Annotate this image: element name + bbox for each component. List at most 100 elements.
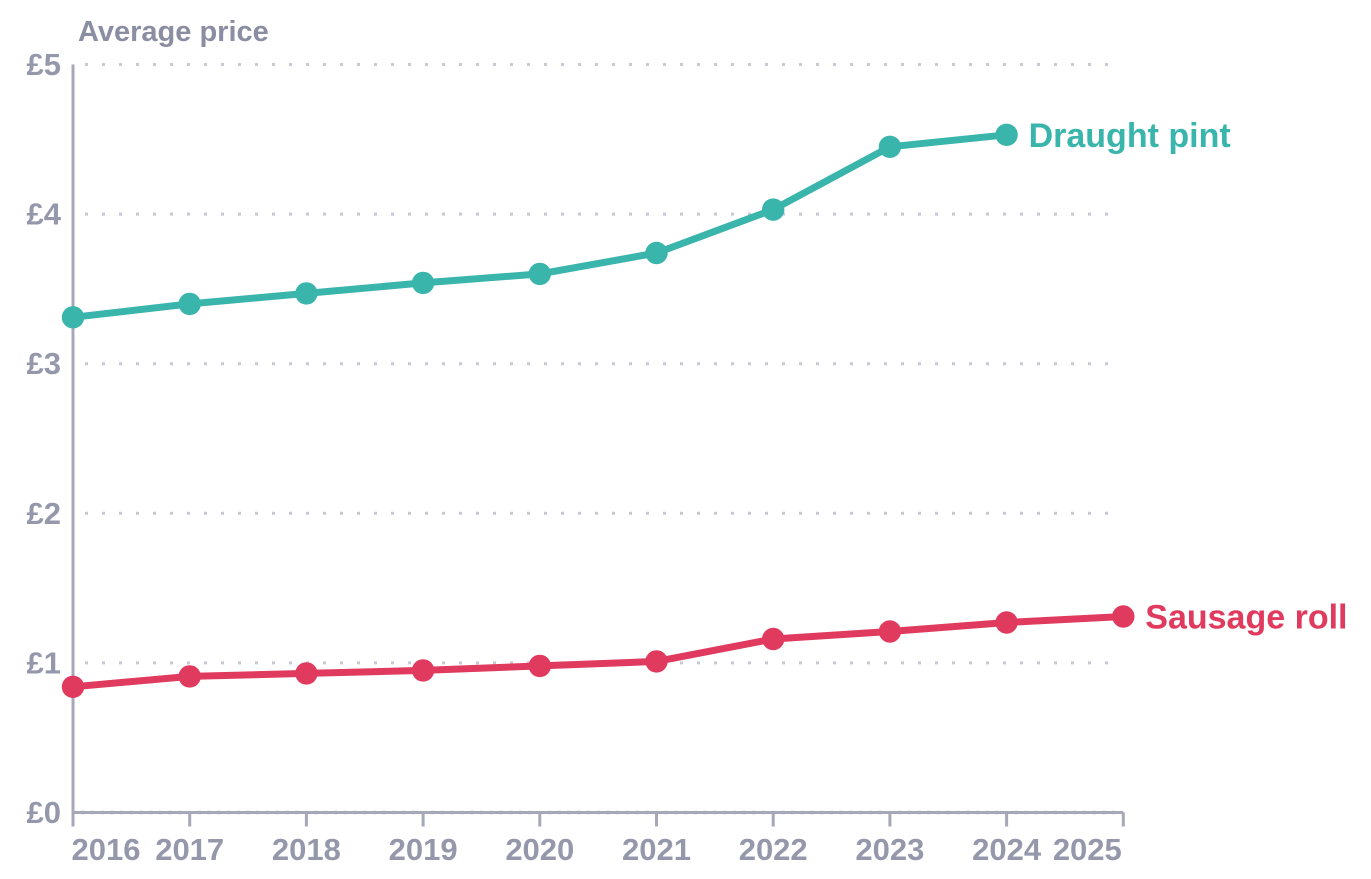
- x-axis-minor-tick: [761, 810, 766, 815]
- x-axis-minor-tick: [81, 810, 85, 815]
- x-axis-minor-tick: [333, 810, 338, 815]
- data-point: [61, 306, 85, 329]
- x-tick-label: 2016: [72, 832, 141, 867]
- data-point: [645, 241, 668, 265]
- x-axis-minor-tick: [1063, 810, 1067, 815]
- series-line: [69, 613, 1127, 691]
- y-tick-label: £0: [27, 795, 61, 830]
- x-axis-minor-tick: [149, 810, 153, 815]
- x-axis-minor-tick: [110, 810, 114, 815]
- x-axis-minor-tick: [820, 810, 824, 815]
- x-axis-minor-tick: [382, 810, 386, 815]
- x-axis-minor-tick: [431, 810, 435, 815]
- x-axis-minor-tick: [508, 810, 513, 815]
- x-axis-minor-tick: [742, 810, 746, 815]
- x-axis-minor-tick: [460, 810, 464, 815]
- x-tick-label: 2018: [272, 832, 341, 867]
- x-axis-minor-tick: [859, 810, 863, 815]
- x-axis-minor-tick: [722, 810, 727, 815]
- x-axis-minor-tick: [139, 810, 143, 815]
- x-axis-minor-tick: [732, 810, 736, 815]
- data-point: [995, 123, 1018, 146]
- x-axis-minor-tick: [596, 810, 600, 815]
- x-axis-minor-tick: [829, 810, 834, 815]
- x-tick-label: 2020: [505, 832, 574, 867]
- x-tick-label: 2024: [972, 832, 1042, 867]
- series-label: Draught pint: [1029, 117, 1231, 155]
- data-point: [61, 675, 85, 698]
- x-axis-minor-tick: [878, 810, 882, 815]
- x-tick-label: 2025: [1053, 832, 1122, 867]
- x-axis-minor-tick: [168, 810, 172, 815]
- x-axis-minor-tick: [966, 810, 970, 815]
- x-axis-minor-tick: [703, 810, 707, 815]
- y-tick-label: £1: [27, 645, 61, 680]
- x-axis-minor-tick: [100, 810, 104, 815]
- x-axis-minor-tick: [178, 810, 182, 815]
- x-axis-minor-tick: [129, 810, 134, 815]
- x-axis-minor-tick: [1014, 810, 1019, 815]
- x-axis-minor-tick: [781, 810, 785, 815]
- x-axis-minor-tick: [713, 810, 717, 815]
- x-axis-minor-tick: [839, 810, 843, 815]
- x-axis-minor-tick: [285, 810, 289, 815]
- x-axis-minor-tick: [664, 810, 668, 815]
- data-point: [295, 282, 318, 305]
- x-axis-minor-tick: [90, 810, 95, 815]
- x-axis-minor-tick: [275, 810, 279, 815]
- data-point: [762, 198, 785, 221]
- data-point: [528, 654, 551, 678]
- x-axis-minor-tick: [1111, 810, 1116, 815]
- x-tick-label: 2017: [155, 832, 224, 867]
- x-axis-minor-tick: [499, 810, 503, 815]
- series-line: [69, 131, 1011, 321]
- chart-title: Average price: [78, 16, 269, 48]
- x-axis-minor-tick: [1024, 810, 1028, 815]
- x-axis-minor-tick: [557, 810, 561, 815]
- x-axis-minor-tick: [363, 810, 367, 815]
- x-axis-minor-tick: [1072, 810, 1077, 815]
- x-tick-label: 2019: [389, 832, 458, 867]
- x-axis-minor-tick: [985, 810, 989, 815]
- x-axis-minor-tick: [353, 810, 357, 815]
- data-point: [878, 620, 902, 643]
- x-axis-minor-tick: [917, 810, 921, 815]
- x-axis-minor-tick: [956, 810, 960, 815]
- x-axis-minor-tick: [790, 810, 795, 815]
- x-axis-minor-tick: [314, 810, 318, 815]
- x-axis-minor-tick: [265, 810, 270, 815]
- data-point: [995, 611, 1018, 634]
- x-tick-label: 2023: [855, 832, 924, 867]
- data-point: [295, 662, 318, 685]
- data-point: [645, 650, 668, 673]
- x-axis-minor-tick: [936, 810, 941, 815]
- x-axis-minor-tick: [226, 810, 231, 815]
- x-axis-minor-tick: [217, 810, 221, 815]
- series-label: Sausage roll: [1145, 599, 1347, 637]
- x-axis-minor-tick: [975, 810, 980, 815]
- x-axis-minor-tick: [158, 810, 163, 815]
- x-axis-minor-tick: [1082, 810, 1087, 815]
- x-axis-minor-tick: [995, 810, 999, 815]
- y-tick-label: £4: [27, 197, 62, 232]
- y-tick-label: £2: [27, 496, 61, 531]
- x-axis-minor-tick: [207, 810, 211, 815]
- x-axis-minor-tick: [479, 810, 484, 815]
- x-axis-minor-tick: [343, 810, 347, 815]
- y-tick-label: £5: [27, 47, 61, 82]
- x-axis-minor-tick: [1053, 810, 1057, 815]
- x-axis-minor-tick: [849, 810, 853, 815]
- data-point: [411, 659, 435, 682]
- x-axis-minor-tick: [683, 810, 688, 815]
- x-axis-minor-tick: [907, 810, 912, 815]
- x-axis-minor-tick: [392, 810, 396, 815]
- x-axis-minor-tick: [567, 810, 571, 815]
- x-axis-minor-tick: [635, 810, 639, 815]
- x-axis-minor-tick: [518, 810, 523, 815]
- x-axis-minor-tick: [1043, 810, 1048, 815]
- x-axis-minor-tick: [674, 810, 678, 815]
- x-axis-minor-tick: [294, 810, 299, 815]
- x-axis-minor-tick: [119, 810, 124, 815]
